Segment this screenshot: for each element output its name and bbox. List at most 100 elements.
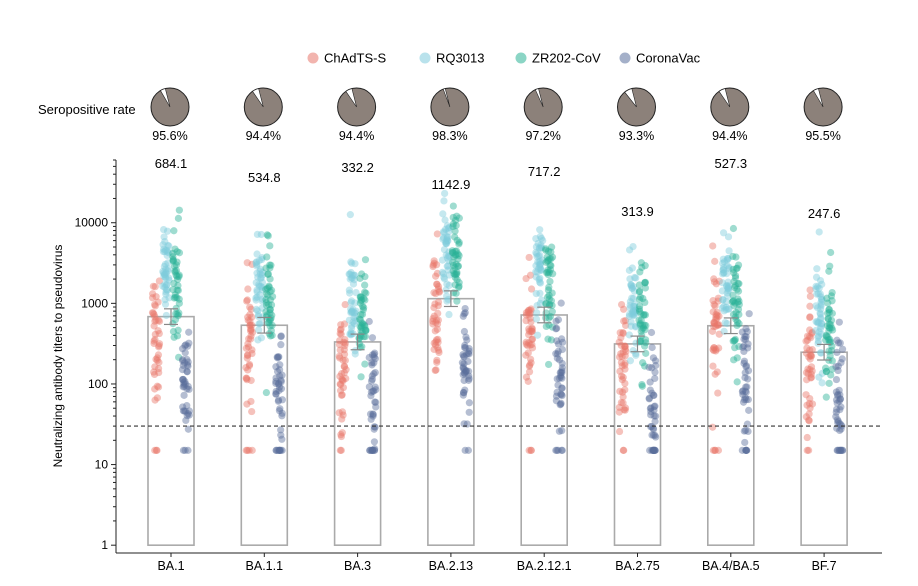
data-point xyxy=(635,287,644,295)
data-point xyxy=(534,258,542,266)
data-point xyxy=(628,264,636,272)
data-point xyxy=(448,248,457,257)
data-point xyxy=(715,321,723,329)
data-point xyxy=(632,351,640,359)
data-point xyxy=(161,280,169,289)
data-point xyxy=(742,383,750,391)
data-point xyxy=(735,320,743,328)
data-point xyxy=(442,239,450,247)
data-point xyxy=(159,282,167,290)
data-point xyxy=(631,309,639,317)
data-point xyxy=(161,296,169,304)
data-point xyxy=(813,318,821,326)
data-point xyxy=(256,265,265,273)
data-point xyxy=(173,272,181,280)
data-point xyxy=(462,367,470,375)
data-point xyxy=(522,373,531,381)
data-point xyxy=(635,302,644,310)
data-point xyxy=(738,446,746,454)
data-point xyxy=(371,383,379,391)
data-point xyxy=(258,271,266,279)
data-point xyxy=(648,389,656,397)
data-point xyxy=(155,368,163,377)
data-point xyxy=(370,353,378,361)
data-point xyxy=(371,398,379,406)
seropositive-label: 94.4% xyxy=(246,129,281,143)
data-point xyxy=(159,241,167,249)
data-point xyxy=(338,370,346,378)
data-point xyxy=(433,280,441,289)
data-point xyxy=(448,247,457,255)
data-point xyxy=(164,267,172,275)
data-point xyxy=(443,235,451,243)
data-point xyxy=(535,244,544,253)
data-point xyxy=(277,385,286,393)
x-tick-label: BA.1 xyxy=(157,559,184,573)
data-point xyxy=(245,335,253,343)
data-point xyxy=(712,311,720,319)
data-point xyxy=(822,393,830,401)
data-point xyxy=(626,301,634,309)
data-point xyxy=(724,305,732,313)
data-point xyxy=(165,274,173,282)
data-point xyxy=(741,369,749,377)
data-point xyxy=(625,310,634,318)
data-point xyxy=(732,253,740,261)
data-point xyxy=(278,412,286,420)
data-point xyxy=(538,256,547,264)
data-point xyxy=(807,370,815,378)
data-point xyxy=(173,310,181,318)
data-point xyxy=(626,304,634,312)
data-point xyxy=(631,302,639,311)
data-point xyxy=(805,416,813,424)
data-point xyxy=(370,438,378,446)
seropositive-pie xyxy=(617,87,656,127)
data-point xyxy=(440,275,449,283)
data-point xyxy=(347,324,356,332)
data-point xyxy=(161,246,170,254)
data-point xyxy=(645,363,653,371)
data-point xyxy=(453,268,461,276)
data-point xyxy=(636,268,644,276)
data-point xyxy=(636,293,645,301)
data-point xyxy=(264,291,272,299)
seropositive-pie xyxy=(523,87,563,127)
data-point xyxy=(175,206,183,214)
data-point xyxy=(338,429,346,437)
data-point xyxy=(442,251,450,259)
data-point xyxy=(619,348,627,356)
data-point xyxy=(248,407,256,416)
category-points xyxy=(802,228,847,454)
data-point xyxy=(617,341,625,350)
data-point xyxy=(824,309,832,317)
seropositive-pie xyxy=(150,87,190,127)
data-point xyxy=(522,351,530,359)
data-point xyxy=(162,270,170,278)
data-point xyxy=(817,315,825,323)
data-point xyxy=(639,359,647,367)
data-point xyxy=(709,242,717,250)
data-point xyxy=(438,256,447,264)
gmt-value-label: 684.1 xyxy=(155,156,188,171)
data-point xyxy=(245,446,253,454)
data-point xyxy=(159,247,168,256)
data-point xyxy=(361,273,369,281)
data-point xyxy=(725,263,733,271)
data-point xyxy=(356,316,365,324)
data-point xyxy=(452,247,461,255)
data-point xyxy=(453,212,461,220)
data-point xyxy=(368,446,376,454)
data-point xyxy=(370,387,378,395)
data-point xyxy=(366,410,375,418)
seropositive-label: 97.2% xyxy=(525,129,560,143)
data-point xyxy=(180,382,188,390)
data-point xyxy=(151,317,159,325)
data-point xyxy=(356,299,365,307)
data-point xyxy=(724,284,732,292)
data-point xyxy=(445,310,453,319)
data-point xyxy=(818,319,826,328)
data-point xyxy=(339,377,347,385)
data-point xyxy=(621,342,629,351)
data-point xyxy=(372,398,380,406)
data-point xyxy=(255,280,263,289)
